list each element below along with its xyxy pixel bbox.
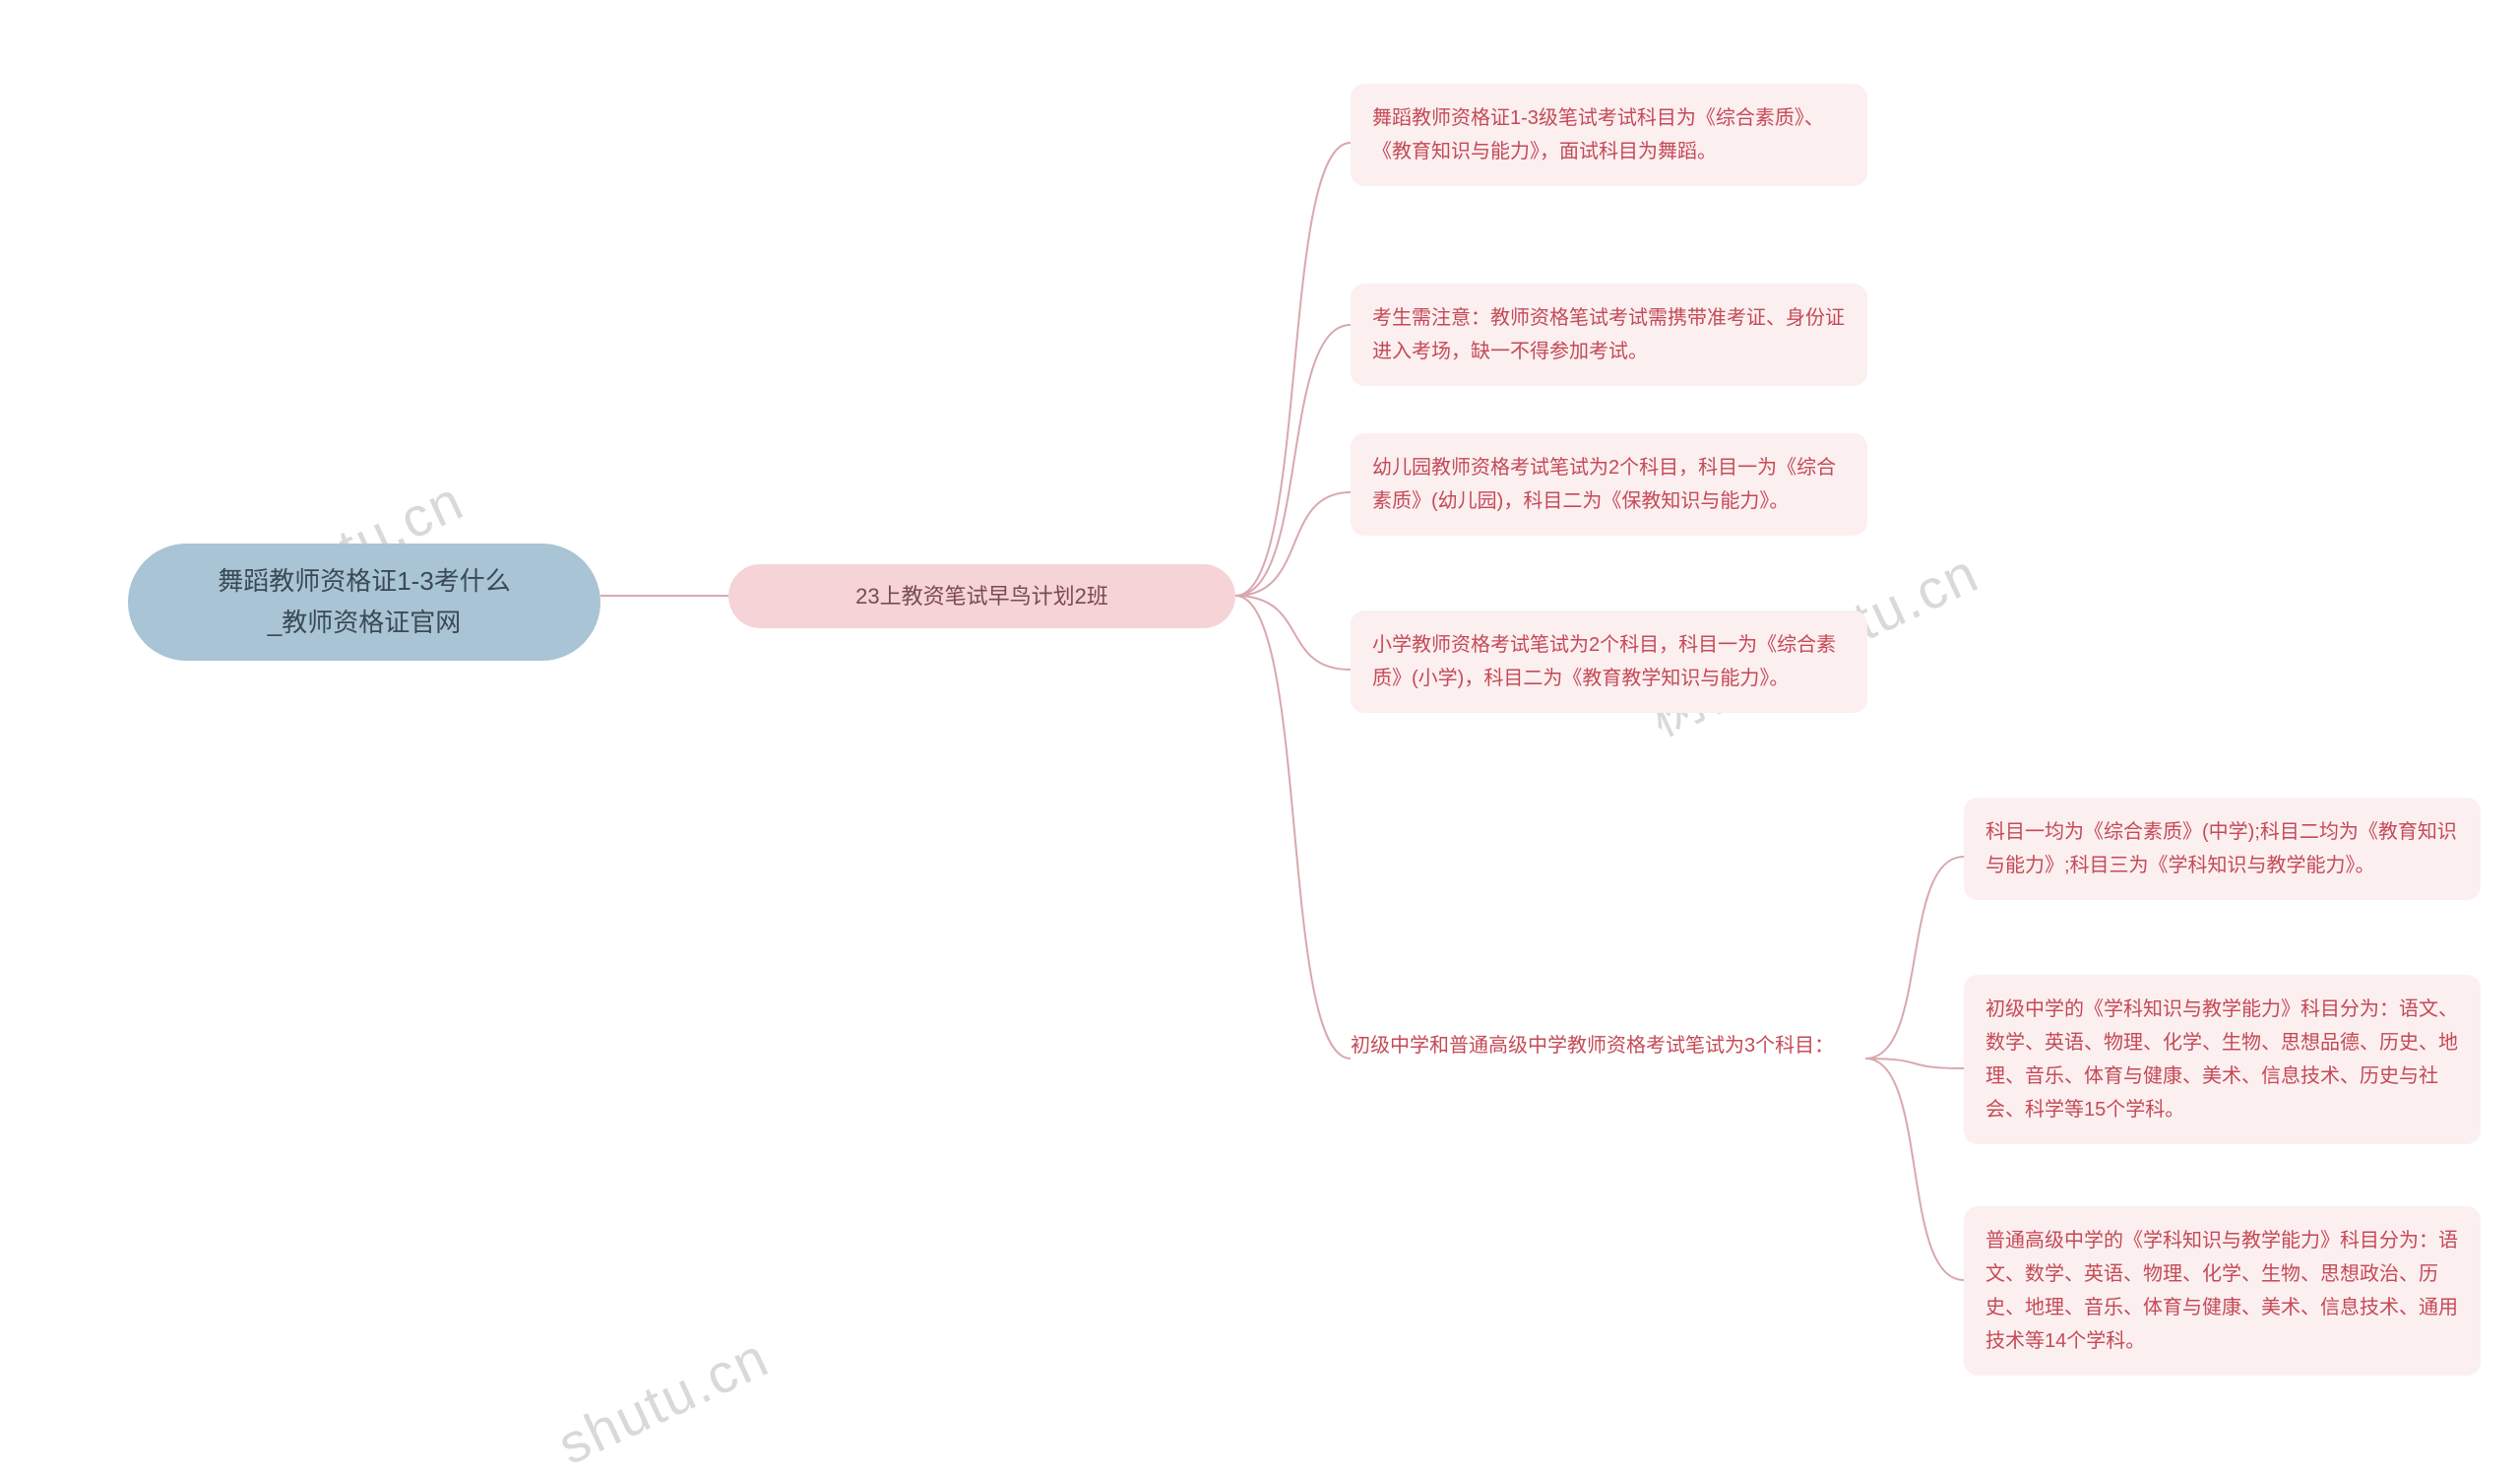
level3-text: 初级中学的《学科知识与教学能力》科目分为：语文、数学、英语、物理、化学、生物、思…	[1985, 998, 2458, 1121]
level2-text: 幼儿园教师资格考试笔试为2个科目，科目一为《综合素质》(幼儿园)，科目二为《保教…	[1372, 457, 1836, 512]
root-line-1: 舞蹈教师资格证1-3考什么	[218, 566, 511, 596]
level3-text: 普通高级中学的《学科知识与教学能力》科目分为：语文、数学、英语、物理、化学、生物…	[1985, 1230, 2458, 1352]
level2-text: 舞蹈教师资格证1-3级笔试考试科目为《综合素质》、《教育知识与能力》，面试科目为…	[1372, 107, 1824, 162]
level3-node-0[interactable]: 科目一均为《综合素质》(中学);科目二均为《教育知识与能力》;科目三为《学科知识…	[1964, 798, 2481, 900]
level1-text: 23上教资笔试早鸟计划2班	[855, 580, 1108, 612]
root-node[interactable]: 舞蹈教师资格证1-3考什么 _教师资格证官网	[128, 544, 600, 661]
level2-node-4[interactable]: 初级中学和普通高级中学教师资格考试笔试为3个科目：	[1351, 1029, 1867, 1062]
level2-node-0[interactable]: 舞蹈教师资格证1-3级笔试考试科目为《综合素质》、《教育知识与能力》，面试科目为…	[1351, 84, 1867, 186]
level3-node-2[interactable]: 普通高级中学的《学科知识与教学能力》科目分为：语文、数学、英语、物理、化学、生物…	[1964, 1206, 2481, 1376]
root-line-2: _教师资格证官网	[268, 608, 461, 637]
level3-node-1[interactable]: 初级中学的《学科知识与教学能力》科目分为：语文、数学、英语、物理、化学、生物、思…	[1964, 975, 2481, 1144]
level2-node-2[interactable]: 幼儿园教师资格考试笔试为2个科目，科目一为《综合素质》(幼儿园)，科目二为《保教…	[1351, 433, 1867, 536]
level2-node-3[interactable]: 小学教师资格考试笔试为2个科目，科目一为《综合素质》(小学)，科目二为《教育教学…	[1351, 610, 1867, 713]
level2-text: 小学教师资格考试笔试为2个科目，科目一为《综合素质》(小学)，科目二为《教育教学…	[1372, 634, 1836, 689]
level2-text: 初级中学和普通高级中学教师资格考试笔试为3个科目：	[1351, 1035, 1834, 1057]
level2-text: 考生需注意：教师资格笔试考试需携带准考证、身份证进入考场，缺一不得参加考试。	[1372, 307, 1845, 362]
level1-node[interactable]: 23上教资笔试早鸟计划2班	[728, 564, 1235, 628]
level2-node-1[interactable]: 考生需注意：教师资格笔试考试需携带准考证、身份证进入考场，缺一不得参加考试。	[1351, 284, 1867, 386]
watermark-text: shutu.cn	[548, 1325, 778, 1476]
level3-text: 科目一均为《综合素质》(中学);科目二均为《教育知识与能力》;科目三为《学科知识…	[1985, 821, 2457, 876]
